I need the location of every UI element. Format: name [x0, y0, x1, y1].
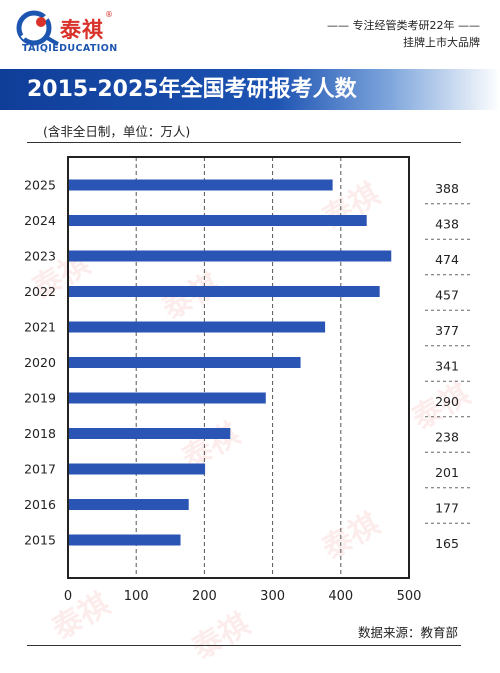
value-label: 165	[435, 536, 459, 551]
category-label: 2023	[24, 249, 56, 264]
value-label: 474	[435, 252, 459, 267]
bar	[68, 321, 326, 333]
value-label: 341	[435, 359, 459, 374]
value-label: 201	[435, 465, 459, 480]
source-note: 数据来源：教育部	[357, 625, 458, 640]
watermark-brand: 泰祺	[317, 507, 386, 567]
watermark-brand: 泰祺	[187, 607, 256, 667]
tagline-line-2: 挂牌上市大品牌	[403, 36, 480, 49]
brand-name: 泰祺	[60, 18, 104, 42]
bar	[68, 179, 333, 191]
value-label: 238	[435, 430, 459, 445]
x-tick-label: 500	[397, 589, 422, 604]
category-label: 2016	[24, 497, 56, 512]
plot-frame	[67, 156, 410, 579]
tagline-line-1: —— 专注经管类考研22年 ——	[327, 19, 480, 32]
page-title: 2015-2025年全国考研报考人数	[27, 77, 357, 102]
x-tick-label: 100	[124, 589, 149, 604]
title-band: 2015-2025年全国考研报考人数	[0, 69, 500, 110]
bar	[68, 534, 181, 546]
category-label: 2024	[24, 213, 56, 228]
bar	[68, 392, 266, 404]
category-label: 2020	[24, 355, 56, 370]
value-label: 438	[435, 217, 459, 232]
x-tick-label: 0	[64, 589, 72, 604]
bar	[68, 215, 367, 226]
bar	[68, 428, 231, 439]
value-label: 377	[435, 323, 459, 338]
value-label: 177	[435, 501, 459, 516]
bar	[68, 286, 380, 297]
category-label: 2022	[24, 284, 56, 299]
x-tick-label: 400	[328, 589, 353, 604]
bar	[68, 357, 301, 368]
watermark-brand: 泰祺	[47, 587, 116, 647]
brand-subtitle: TAIQIEDUCATION	[22, 43, 118, 54]
bar	[68, 463, 206, 475]
taiqi-logo-icon	[16, 10, 59, 46]
value-label: 457	[435, 288, 459, 303]
value-label: 388	[435, 181, 459, 196]
x-tick-label: 300	[260, 589, 285, 604]
bar	[68, 250, 392, 262]
top-divider	[27, 142, 461, 143]
category-label: 2018	[24, 426, 56, 441]
brand-logo: 泰祺 ® TAIQIEDUCATION	[14, 8, 154, 56]
chart-subtitle: (含非全日制，单位：万人)	[43, 124, 191, 139]
tagline: —— 专注经管类考研22年 —— 挂牌上市大品牌	[327, 17, 480, 51]
category-label: 2017	[24, 462, 56, 477]
category-label: 2019	[24, 391, 56, 406]
bar	[68, 499, 189, 510]
bottom-divider	[27, 645, 461, 646]
category-label: 2025	[24, 178, 56, 193]
category-label: 2021	[24, 320, 56, 335]
category-label: 2015	[24, 533, 56, 548]
registered-mark: ®	[105, 10, 113, 19]
value-label: 290	[435, 394, 459, 409]
x-tick-label: 200	[192, 589, 217, 604]
